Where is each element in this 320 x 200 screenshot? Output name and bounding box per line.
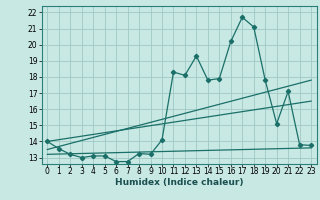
X-axis label: Humidex (Indice chaleur): Humidex (Indice chaleur) (115, 178, 244, 187)
